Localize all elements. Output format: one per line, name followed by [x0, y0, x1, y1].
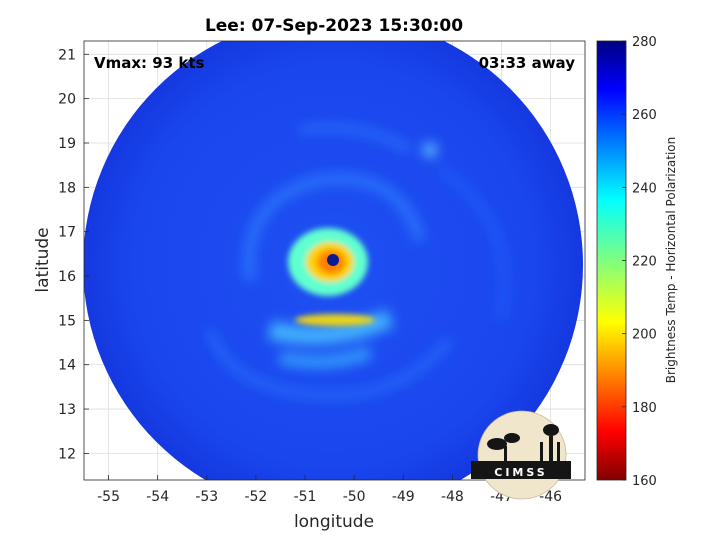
y-tick-label: 13 — [58, 402, 76, 418]
colorbar-label: Brightness Temp - Horizontal Polarizatio… — [664, 137, 678, 384]
y-ticks: 12 13 14 15 16 17 18 19 20 21 — [58, 47, 89, 462]
colorbar-tick-label: 260 — [632, 108, 657, 123]
chart-title: Lee: 07-Sep-2023 15:30:00 — [205, 16, 463, 36]
y-tick-label: 19 — [58, 136, 76, 152]
colorbar-tick-label: 240 — [632, 181, 657, 196]
colorbar-tick-label: 200 — [632, 328, 657, 343]
colorbar-tick-label: 280 — [632, 35, 657, 50]
cimss-logo: CIMSS — [471, 410, 571, 500]
colorbar-gradient — [596, 40, 627, 481]
y-tick-label: 12 — [58, 446, 76, 462]
time-away-annotation: 03:33 away — [479, 54, 576, 72]
swath-image — [84, 41, 583, 480]
eye — [327, 254, 339, 266]
y-tick-label: 17 — [58, 225, 76, 241]
colorbar-tick-label: 180 — [632, 401, 657, 416]
vmax-annotation: Vmax: 93 kts — [94, 54, 204, 72]
x-tick-label: -48 — [441, 489, 464, 505]
x-ticks: -55 -54 -53 -52 -51 -50 -49 -48 -47 -46 — [97, 475, 562, 505]
y-tick-label: 16 — [58, 269, 76, 285]
rainbands — [205, 124, 509, 400]
x-tick-label: -51 — [294, 489, 317, 505]
axes-frame — [83, 40, 586, 481]
x-tick-label: -54 — [146, 489, 169, 505]
x-axis-label: longitude — [294, 512, 374, 532]
y-tick-label: 20 — [58, 92, 76, 108]
x-tick-label: -53 — [195, 489, 218, 505]
colorbar-ticks: 160 180 200 220 240 260 280 — [622, 35, 657, 489]
x-tick-label: -55 — [97, 489, 120, 505]
colorbar: 160 180 200 220 240 260 280 Brightness Temp - … — [596, 35, 678, 489]
colorbar-tick-label: 220 — [632, 255, 657, 270]
y-tick-label: 14 — [58, 358, 76, 374]
eyewall — [288, 228, 375, 326]
x-tick-label: -50 — [343, 489, 366, 505]
colorbar-tick-label: 160 — [632, 474, 657, 489]
x-tick-label: -52 — [244, 489, 267, 505]
cimss-logo-text: CIMSS — [494, 466, 547, 479]
y-tick-label: 15 — [58, 313, 76, 329]
y-tick-label: 21 — [58, 47, 76, 63]
y-tick-label: 18 — [58, 180, 76, 196]
x-tick-label: -49 — [392, 489, 415, 505]
y-axis-label: latitude — [33, 227, 53, 292]
